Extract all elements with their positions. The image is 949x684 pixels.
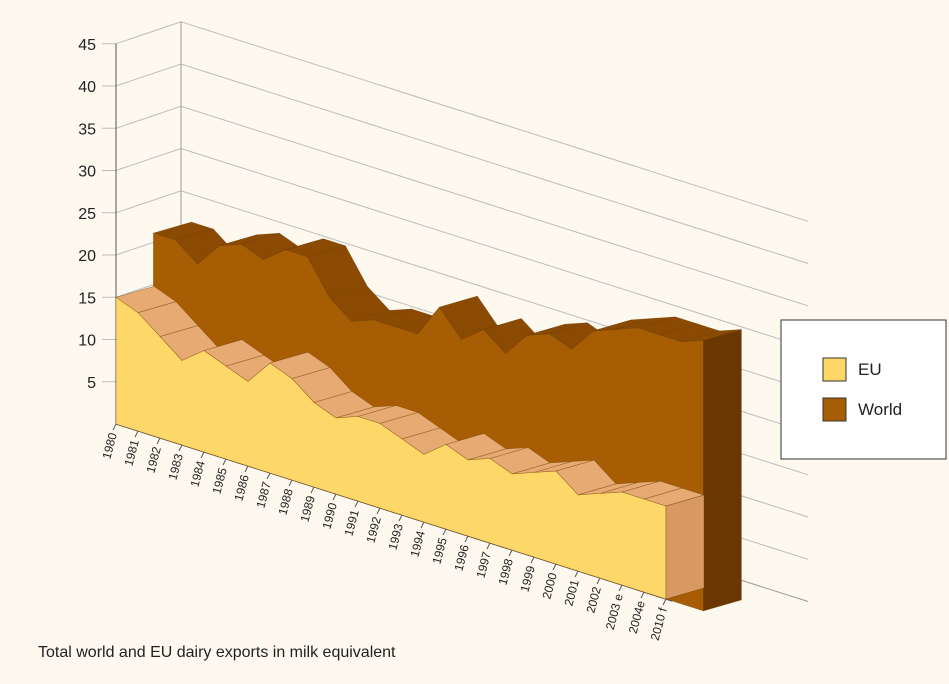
x-tick-mark [288,479,293,487]
x-tick-label: 1985 [209,466,230,496]
x-tick-label: 1983 [165,452,186,482]
legend-box [780,319,947,460]
x-tick-label: 2000 [539,571,560,601]
legend-swatch-eu [822,357,847,382]
x-tick-label: 2003 e [603,592,626,631]
y-tick-label: 10 [78,333,96,350]
grid-line [102,105,809,307]
x-tick-label: 1981 [121,438,142,468]
x-tick-mark [530,556,535,564]
x-tick-mark [332,493,337,501]
x-tick-mark [266,472,271,480]
x-tick-mark [354,500,359,508]
y-tick-label: 40 [78,79,96,96]
y-axis: 5 10 15 20 25 30 35 40 45 [78,37,117,424]
x-tick-mark [640,591,645,599]
x-tick-mark [442,528,447,536]
x-tick-mark [574,570,579,578]
x-tick-mark [178,444,183,452]
grid-line [102,190,809,391]
x-tick-label: 1991 [341,508,362,538]
x-tick-label: 2002 [583,585,604,615]
x-tick-label: 1989 [297,494,318,524]
x-tick-label: 1982 [143,445,164,475]
x-tick-label: 1984 [187,459,208,489]
x-axis-ticks: 1980 1981 1982 1983 1984 1985 1986 1987 1988 1989… [99,423,670,642]
grid-line [102,21,809,222]
x-tick-mark [420,521,425,529]
x-tick-label: 1993 [385,522,406,552]
x-tick-mark [200,451,205,459]
x-tick-mark [618,584,623,592]
x-tick-mark [244,465,249,473]
x-tick-label: 1995 [429,536,450,566]
x-tick-label: 1987 [253,480,274,510]
x-tick-label: 2004e [626,599,648,635]
world-side-face [703,329,742,612]
x-tick-mark [508,549,513,557]
y-tick-label: 30 [78,164,96,181]
y-tick-label: 45 [78,37,96,54]
x-tick-mark [222,458,227,466]
x-tick-mark [376,507,381,515]
x-tick-mark [112,423,117,431]
y-tick-label: 35 [78,121,96,138]
x-tick-label: 1990 [319,501,340,531]
legend-swatch-world [822,397,847,422]
x-tick-mark [398,514,403,522]
x-tick-label: 1996 [451,543,472,573]
x-tick-mark [662,598,667,606]
y-tick-label: 25 [78,206,96,223]
grid-line [102,147,809,349]
legend-label-eu: EU [858,360,882,379]
legend: EU World [780,319,947,460]
x-tick-mark [156,437,161,445]
x-tick-mark [552,563,557,571]
series-eu [115,285,706,600]
eu-side-face [665,494,705,600]
x-tick-label: 1998 [495,557,516,587]
x-tick-label: 1994 [407,529,428,559]
x-tick-label: 2010 f [648,606,670,642]
legend-label-world: World [858,400,902,419]
chart-caption: Total world and EU dairy exports in milk… [38,644,396,661]
y-tick-label: 5 [87,375,96,392]
x-tick-label: 1980 [99,431,120,461]
x-tick-label: 1988 [275,487,296,517]
x-tick-mark [464,535,469,543]
y-tick-label: 20 [78,248,96,265]
grid-line [102,63,809,264]
x-tick-label: 1997 [473,550,494,580]
x-tick-mark [310,486,315,494]
y-tick-label: 15 [78,290,96,307]
x-tick-label: 2001 [561,578,582,608]
x-tick-mark [134,430,139,438]
x-tick-mark [486,542,491,550]
x-tick-label: 1992 [363,515,384,545]
x-tick-label: 1999 [517,564,538,594]
x-tick-label: 1986 [231,473,252,503]
eu-front-face [115,296,667,600]
x-tick-mark [596,577,601,585]
